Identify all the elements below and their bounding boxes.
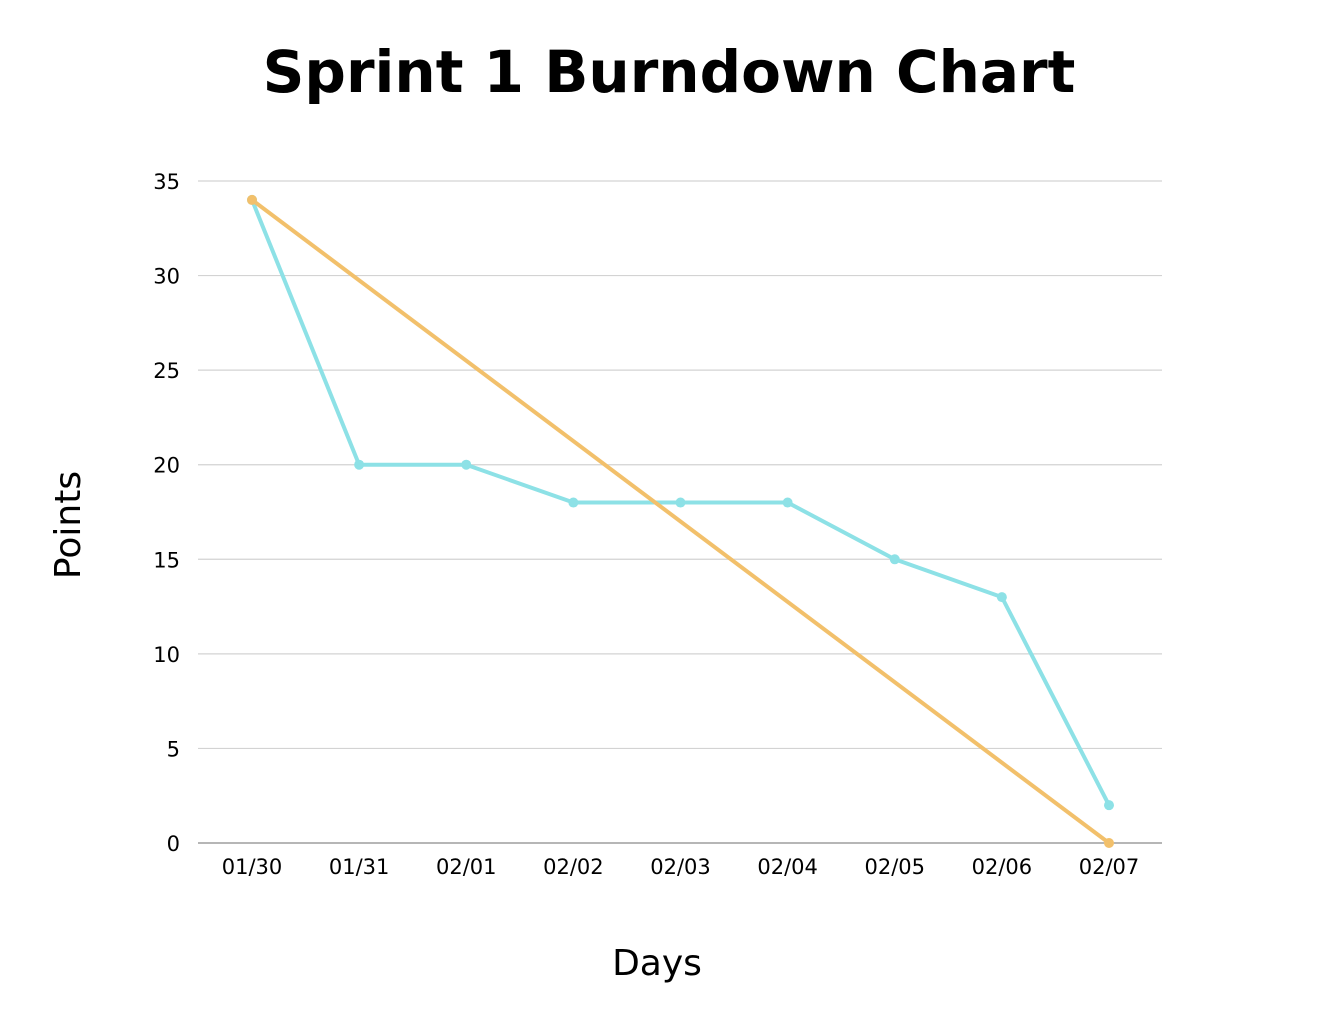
- y-tick-label: 20: [153, 454, 180, 478]
- y-tick-label: 10: [153, 643, 180, 667]
- x-tick-label: 01/31: [329, 855, 390, 879]
- data-point-series-1: [996, 592, 1007, 603]
- x-axis-label: Days: [612, 943, 702, 984]
- y-axis-label: Points: [48, 471, 89, 579]
- data-point-series-2: [247, 194, 257, 205]
- gridlines: [198, 180, 1162, 844]
- x-tick-label: 02/06: [972, 855, 1033, 879]
- x-tick-label: 02/04: [757, 855, 818, 879]
- data-point-series-1: [782, 497, 793, 508]
- series-points: [247, 194, 1114, 848]
- y-tick-label: 0: [167, 832, 180, 856]
- x-tick-label: 02/01: [436, 855, 497, 879]
- series-line-2: [250, 198, 1111, 845]
- y-tick-label: 25: [153, 359, 180, 383]
- y-tick-label: 15: [153, 548, 180, 572]
- x-tick-label: 02/07: [1079, 855, 1140, 879]
- x-tick-labels: 01/30 01/31 02/01 02/02 02/03 02/04 02/05 02/06…: [222, 855, 1140, 879]
- x-tick-label: 02/05: [864, 855, 925, 879]
- data-point-series-1: [461, 459, 472, 470]
- y-tick-label: 30: [153, 265, 180, 289]
- data-point-series-2: [1104, 838, 1114, 848]
- y-tick-label: 5: [167, 737, 180, 761]
- series-lines: [250, 198, 1111, 845]
- data-point-series-1: [1104, 800, 1114, 811]
- x-tick-label: 01/30: [222, 855, 283, 879]
- chart-title: Sprint 1 Burndown Chart: [262, 38, 1076, 106]
- x-tick-label: 02/03: [650, 855, 711, 879]
- data-point-series-1: [889, 554, 900, 565]
- data-point-series-1: [354, 459, 365, 470]
- y-tick-label: 35: [153, 170, 180, 194]
- x-tick-label: 02/02: [543, 855, 604, 879]
- data-point-series-1: [568, 497, 579, 508]
- y-tick-labels: 0 5 10 15 20 25 30 35: [153, 170, 180, 856]
- data-point-series-1: [675, 497, 686, 508]
